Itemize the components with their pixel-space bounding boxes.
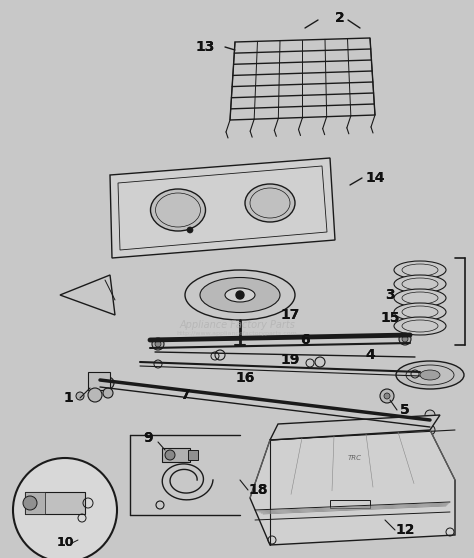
Circle shape — [102, 377, 114, 389]
Circle shape — [425, 425, 435, 435]
Circle shape — [76, 392, 84, 400]
Circle shape — [13, 458, 117, 558]
Text: 18: 18 — [248, 483, 268, 497]
Text: 10: 10 — [56, 536, 74, 550]
Ellipse shape — [200, 277, 280, 312]
Circle shape — [419, 417, 431, 429]
Text: 5: 5 — [400, 403, 410, 417]
Text: 4: 4 — [365, 348, 375, 362]
Circle shape — [187, 227, 193, 233]
Text: 17: 17 — [280, 308, 300, 322]
Bar — [25, 492, 85, 514]
Circle shape — [23, 496, 37, 510]
Ellipse shape — [245, 184, 295, 222]
Polygon shape — [250, 430, 455, 545]
Ellipse shape — [394, 317, 446, 335]
Circle shape — [384, 393, 390, 399]
Text: 16: 16 — [235, 371, 255, 385]
Text: 2: 2 — [335, 11, 345, 25]
Circle shape — [103, 388, 113, 398]
Text: 9: 9 — [143, 431, 153, 445]
Text: 19: 19 — [280, 353, 300, 367]
Circle shape — [285, 445, 295, 455]
Polygon shape — [270, 415, 440, 440]
Bar — [88, 372, 110, 390]
Circle shape — [155, 341, 161, 347]
Text: 5: 5 — [400, 403, 410, 417]
Text: 15: 15 — [380, 311, 400, 325]
Bar — [162, 448, 190, 462]
Text: 7: 7 — [180, 388, 190, 402]
Text: 13: 13 — [195, 40, 215, 54]
Text: Appliance Factory Parts: Appliance Factory Parts — [179, 320, 295, 330]
Polygon shape — [110, 158, 335, 258]
Text: 6: 6 — [300, 333, 310, 347]
Text: 3: 3 — [385, 288, 395, 302]
Ellipse shape — [396, 361, 464, 389]
Text: 17: 17 — [280, 308, 300, 322]
Ellipse shape — [420, 370, 440, 380]
Bar — [25, 492, 45, 514]
Text: 6: 6 — [300, 333, 310, 347]
Circle shape — [236, 291, 244, 299]
Text: 13: 13 — [195, 40, 215, 54]
Ellipse shape — [151, 189, 206, 231]
Ellipse shape — [394, 261, 446, 279]
Text: 12: 12 — [395, 523, 415, 537]
Text: 3: 3 — [385, 288, 395, 302]
Text: 10: 10 — [56, 536, 74, 550]
Text: 18: 18 — [248, 483, 268, 497]
Circle shape — [365, 435, 375, 445]
Text: 4: 4 — [365, 348, 375, 362]
Text: 7: 7 — [180, 388, 190, 402]
Text: 15: 15 — [380, 311, 400, 325]
Text: 2: 2 — [335, 11, 345, 25]
Circle shape — [402, 336, 408, 342]
Circle shape — [152, 338, 164, 350]
Text: 12: 12 — [395, 523, 415, 537]
Text: 14: 14 — [365, 171, 385, 185]
Text: 16: 16 — [235, 371, 255, 385]
Ellipse shape — [185, 270, 295, 320]
Text: http://www.appliancefactoryparts.com: http://www.appliancefactoryparts.com — [177, 330, 297, 335]
Bar — [188, 450, 198, 460]
Ellipse shape — [394, 303, 446, 321]
Circle shape — [425, 410, 435, 420]
Text: 14: 14 — [365, 171, 385, 185]
Text: 19: 19 — [280, 353, 300, 367]
Ellipse shape — [394, 275, 446, 293]
Circle shape — [165, 450, 175, 460]
Circle shape — [380, 389, 394, 403]
Text: 1: 1 — [63, 391, 73, 405]
Text: TRC: TRC — [348, 455, 362, 461]
Text: 9: 9 — [143, 431, 153, 445]
Circle shape — [88, 388, 102, 402]
Circle shape — [399, 333, 411, 345]
Text: 1: 1 — [63, 391, 73, 405]
Ellipse shape — [225, 288, 255, 302]
Bar — [330, 500, 370, 508]
Ellipse shape — [394, 289, 446, 307]
